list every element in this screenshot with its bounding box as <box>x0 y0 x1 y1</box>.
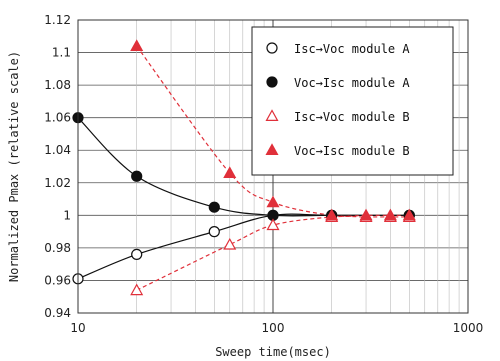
data-point <box>383 208 397 221</box>
legend-marker <box>265 143 279 155</box>
legend-marker <box>266 42 278 54</box>
legend-marker <box>266 76 278 88</box>
plot-frame <box>77 19 469 314</box>
series-line <box>77 117 410 217</box>
legend-box <box>251 26 454 176</box>
tick-labels: 0.94 0.96 0.98 1 1.02 1.04 1.06 1.08 1.1 1.12 10 10… <box>44 13 483 335</box>
legend-label: Voc→Isc module B <box>294 144 410 158</box>
data-point <box>130 283 144 296</box>
data-point <box>130 39 144 52</box>
data-point <box>131 248 143 260</box>
legend-marker <box>265 109 279 122</box>
x-tick-label: 100 <box>262 321 285 335</box>
y-tick-label: 1.08 <box>44 78 71 92</box>
data-point <box>131 170 143 182</box>
data-point <box>402 208 416 221</box>
y-tick-label: 0.96 <box>44 273 71 287</box>
x-tick-label: 1000 <box>453 321 484 335</box>
legend-label: Voc→Isc module A <box>294 76 410 90</box>
data-point <box>208 201 220 213</box>
legend: Isc→Voc module A Voc→Isc module A Isc→Voc … <box>251 26 454 176</box>
x-tick-label: 10 <box>70 321 85 335</box>
y-tick-label: 0.94 <box>44 306 71 320</box>
y-axis-label: Normalized Pmax (relative scale) <box>7 51 21 282</box>
y-tick-label: 1.12 <box>44 13 71 27</box>
y-tick-label: 1.06 <box>44 111 71 125</box>
y-tick-label: 1.02 <box>44 176 71 190</box>
legend-label: Isc→Voc module A <box>294 42 410 56</box>
y-tick-label: 1 <box>63 208 71 222</box>
data-point <box>223 166 237 179</box>
y-tick-label: 0.98 <box>44 241 71 255</box>
data-point <box>325 208 339 221</box>
legend-label: Isc→Voc module B <box>294 110 410 124</box>
data-point <box>266 195 280 208</box>
data-points <box>72 39 416 296</box>
data-point <box>223 237 237 250</box>
x-axis-label: Sweep time(msec) <box>215 345 331 359</box>
y-tick-label: 1.04 <box>44 143 71 157</box>
y-tick-label: 1.1 <box>52 46 71 60</box>
series-line <box>77 213 410 280</box>
data-point <box>266 218 280 231</box>
data-point <box>359 208 373 221</box>
data-point <box>208 226 220 238</box>
